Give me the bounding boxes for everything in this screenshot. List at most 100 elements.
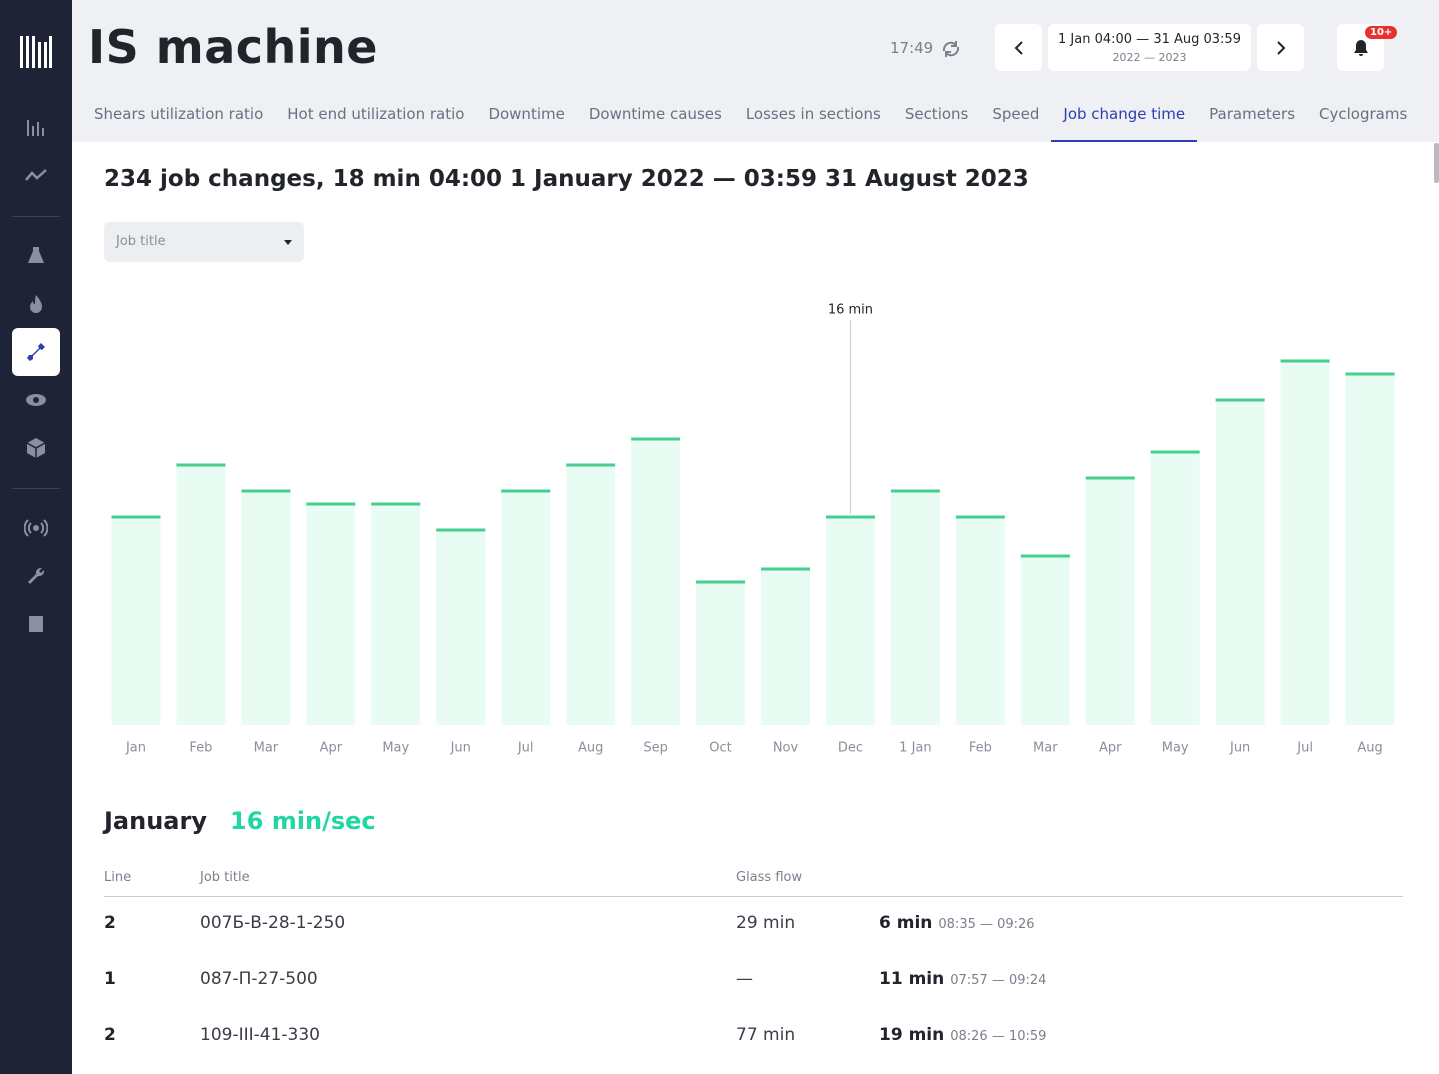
nav-signal[interactable]	[24, 516, 48, 540]
bar	[696, 582, 746, 725]
bar	[241, 491, 291, 725]
range-dates: 1 Jan 04:00 — 31 Aug 03:59	[1058, 31, 1241, 47]
page-title: IS machine	[88, 20, 378, 74]
cell-flow: 29 min	[736, 913, 796, 933]
filter-label: Job title	[116, 234, 166, 249]
tabs: Shears utilization ratio Hot end utilizat…	[82, 96, 1419, 142]
bar-cap	[761, 567, 810, 571]
update-time: 17:49	[890, 39, 934, 57]
top-bar	[72, 0, 1439, 142]
notification-badge: 10+	[1365, 26, 1398, 39]
bar	[1085, 478, 1135, 725]
cell-duration: 11 min 07:57 — 09:24	[879, 969, 1046, 989]
tab[interactable]: Parameters	[1209, 105, 1296, 123]
column-header: Job title	[200, 870, 250, 885]
cell-duration: 6 min 08:35 — 09:26	[879, 913, 1035, 933]
bar	[825, 517, 875, 725]
x-tick-label: Feb	[189, 741, 212, 756]
bar	[1150, 452, 1200, 725]
x-tick-label: May	[1162, 741, 1189, 756]
x-tick-label: Dec	[838, 741, 863, 756]
bar-cap	[1020, 554, 1070, 558]
bar-cap	[176, 463, 226, 467]
cell-flow: —	[736, 969, 753, 989]
bar-cap	[371, 502, 421, 506]
x-tick-label: Jan	[125, 741, 146, 756]
value-label: 16 min	[828, 303, 873, 318]
bar	[1215, 400, 1265, 725]
tab[interactable]: Downtime causes	[588, 105, 722, 123]
bar-cap	[241, 489, 291, 493]
scrollbar[interactable]	[1434, 143, 1439, 183]
tab[interactable]: Speed	[992, 105, 1040, 123]
bar	[761, 569, 810, 725]
bar-cap	[696, 580, 746, 584]
x-tick-label: Jul	[517, 741, 534, 756]
bar-cap	[1150, 450, 1200, 454]
cell-line: 2	[104, 1025, 116, 1045]
column-header: Glass flow	[736, 870, 803, 885]
bar-cap	[955, 515, 1005, 519]
refresh-icon[interactable]	[940, 39, 962, 59]
nav-fire[interactable]	[24, 292, 48, 316]
date-range[interactable]: 1 Jan 04:00 — 31 Aug 03:59 2022 — 2023	[1048, 24, 1251, 71]
divider	[12, 488, 60, 489]
tab[interactable]: Job change time	[1051, 96, 1198, 142]
interval: 08:26 — 10:59	[950, 1029, 1047, 1044]
nav-flask[interactable]	[24, 244, 48, 268]
x-tick-label: Jun	[1229, 741, 1250, 756]
job-title-filter[interactable]: Job title	[104, 222, 304, 262]
bar-cap	[1345, 372, 1395, 376]
cell-job: 087-П-27-500	[200, 969, 318, 989]
nav-wrench[interactable]	[24, 564, 48, 588]
cell-duration: 19 min 08:26 — 10:59	[879, 1025, 1046, 1045]
bar	[501, 491, 551, 725]
x-tick-label: Mar	[1033, 741, 1058, 756]
prev-button[interactable]	[995, 24, 1042, 71]
detail-month: January	[104, 807, 207, 835]
tab[interactable]: Shears utilization ratio	[94, 105, 264, 123]
tab[interactable]: Hot end utilization ratio	[287, 105, 465, 123]
bar	[176, 465, 226, 725]
nav-bars[interactable]	[24, 116, 48, 140]
bar-cap	[890, 489, 940, 493]
tab[interactable]: Cyclograms	[1319, 105, 1408, 123]
detail-rate: 16 min/sec	[230, 807, 376, 835]
x-tick-label: Jul	[1296, 741, 1313, 756]
nav-active[interactable]	[12, 328, 60, 376]
dropdown-arrow	[284, 240, 292, 245]
tab[interactable]: Downtime	[488, 105, 565, 123]
nav-trend[interactable]	[24, 164, 48, 188]
bell-icon	[1353, 39, 1368, 56]
duration: 19 min	[879, 1025, 945, 1045]
bar	[371, 504, 421, 725]
tab[interactable]: Sections	[904, 105, 969, 123]
duration: 11 min	[879, 969, 945, 989]
table-rule	[104, 896, 1403, 897]
chart: Jan Feb Mar Apr May Jun Jul Aug Sep Oct Nov Dec 16 m…	[111, 303, 1395, 756]
bar-cap	[111, 515, 161, 519]
bar-cap	[631, 437, 681, 441]
bar-cap	[501, 489, 551, 493]
x-tick-label: Apr	[320, 741, 343, 756]
cell-line: 2	[104, 913, 116, 933]
nav-box[interactable]	[24, 436, 48, 460]
tab[interactable]: Losses in sections	[745, 105, 881, 123]
logo[interactable]	[20, 36, 52, 68]
bar	[1020, 556, 1070, 725]
bar-cap	[566, 463, 616, 467]
bar-cap	[1215, 398, 1265, 402]
bar	[436, 530, 486, 725]
next-button[interactable]	[1257, 24, 1304, 71]
nav-eye[interactable]	[24, 388, 48, 412]
cell-flow: 77 min	[736, 1025, 796, 1045]
cell-job: 007Б-В-28-1-250	[200, 913, 346, 933]
bar-cap	[1280, 359, 1330, 363]
nav-bottle	[27, 343, 45, 361]
bar-cap	[1085, 476, 1135, 480]
chevron-right	[1276, 40, 1285, 55]
bar	[1345, 374, 1395, 725]
divider	[12, 216, 60, 217]
nav-book[interactable]	[24, 612, 48, 636]
